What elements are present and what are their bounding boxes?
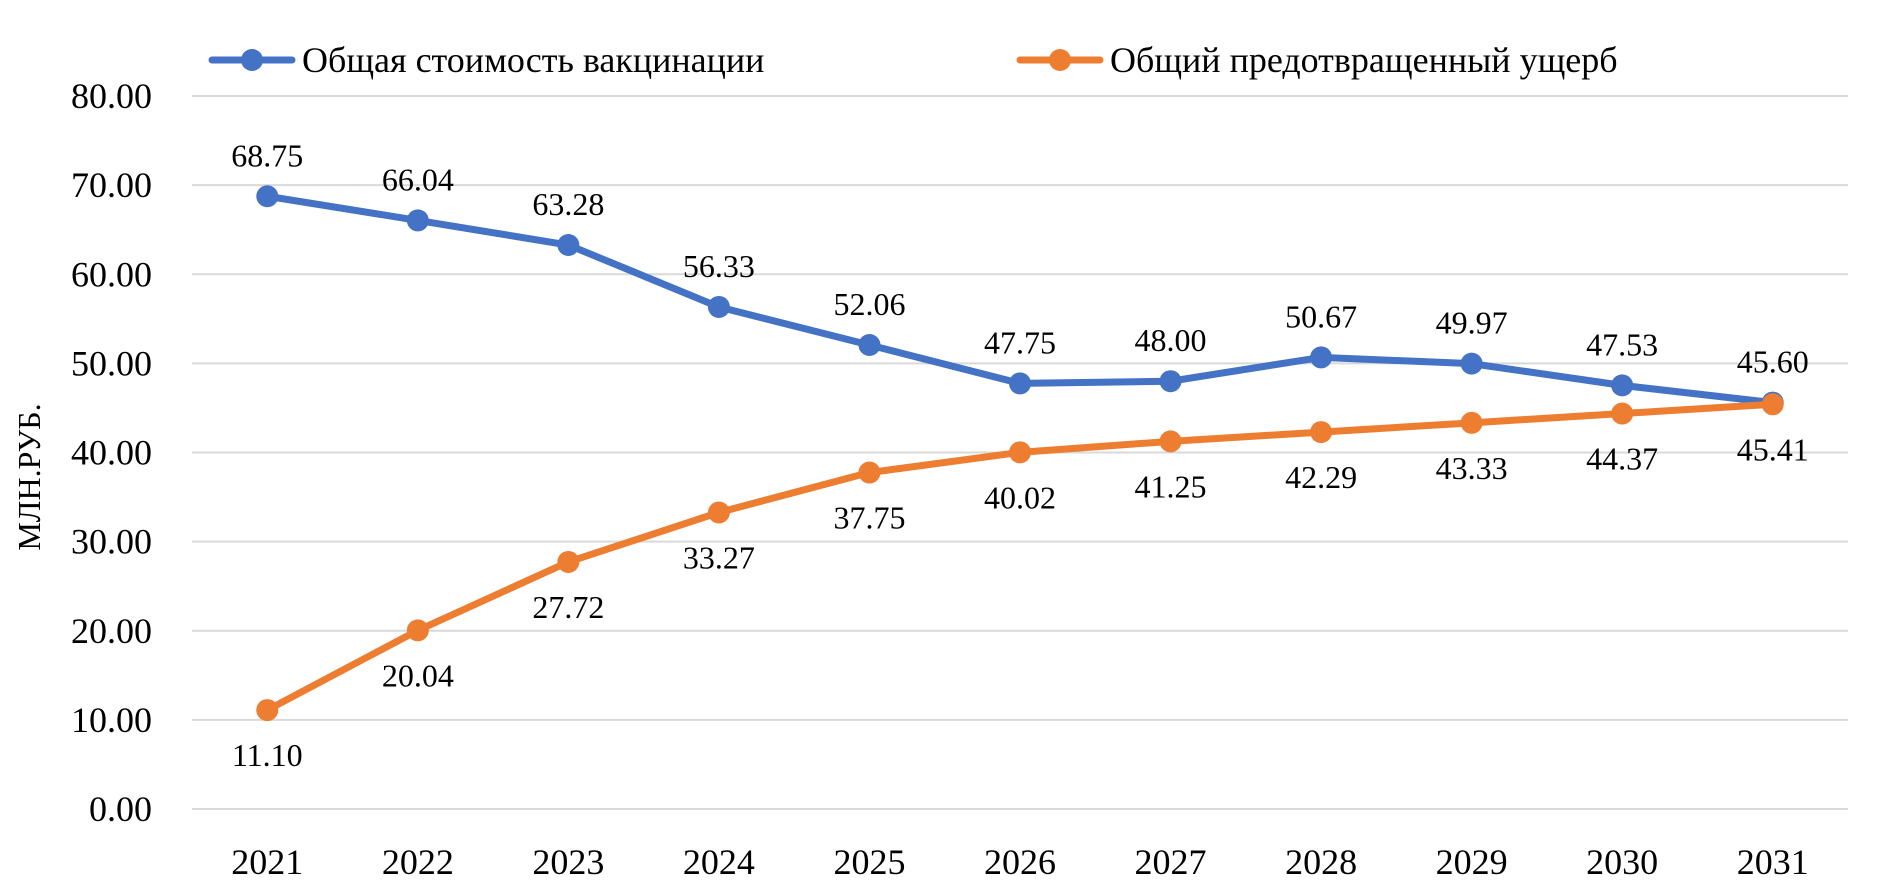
- data-label: 45.60: [1737, 344, 1809, 380]
- data-label: 63.28: [532, 186, 604, 222]
- y-axis: 0.00 10.00 20.00 30.00 40.00 50.00 60.00 70.00 8…: [71, 76, 152, 829]
- data-point: [557, 550, 580, 573]
- x-tick-label: 2022: [382, 842, 454, 882]
- data-label: 11.10: [232, 737, 303, 773]
- data-label: 20.04: [382, 657, 454, 693]
- x-tick-label: 2021: [231, 842, 303, 882]
- data-point: [1460, 411, 1483, 434]
- y-tick-label: 30.00: [71, 522, 152, 562]
- x-tick-label: 2024: [683, 842, 755, 882]
- series-2: 11.10 20.04 27.72 33.27 37.75 40.02 41.25 42.29…: [232, 393, 1809, 773]
- legend-label: Общий предотвращенный ущерб: [1110, 40, 1618, 80]
- y-tick-label: 40.00: [71, 433, 152, 473]
- data-label: 43.33: [1436, 450, 1508, 486]
- data-label: 45.41: [1737, 431, 1809, 467]
- x-tick-label: 2023: [532, 842, 604, 882]
- data-point: [1460, 352, 1483, 375]
- data-label: 48.00: [1135, 322, 1207, 358]
- x-tick-label: 2029: [1436, 842, 1508, 882]
- y-axis-title: МЛН.РУБ.: [11, 403, 47, 550]
- x-tick-label: 2026: [984, 842, 1056, 882]
- x-tick-label: 2028: [1285, 842, 1357, 882]
- data-point: [858, 334, 881, 357]
- data-label: 40.02: [984, 479, 1056, 515]
- data-point: [256, 699, 279, 722]
- data-point: [1159, 430, 1182, 453]
- series: 68.75 66.04 63.28 56.33 52.06 47.75 48.00 50.67…: [231, 137, 1808, 773]
- data-point: [406, 209, 429, 232]
- data-label: 47.75: [984, 324, 1056, 360]
- y-tick-label: 10.00: [71, 700, 152, 740]
- data-label: 56.33: [683, 248, 755, 284]
- x-tick-label: 2025: [833, 842, 905, 882]
- data-label: 66.04: [382, 161, 454, 197]
- data-label: 42.29: [1285, 459, 1357, 495]
- data-point: [1310, 346, 1333, 369]
- data-point: [406, 619, 429, 642]
- data-label: 68.75: [231, 137, 303, 173]
- data-label: 50.67: [1285, 298, 1357, 334]
- data-point: [1611, 374, 1634, 397]
- y-tick-label: 70.00: [71, 165, 152, 205]
- data-point: [557, 234, 580, 257]
- y-tick-label: 60.00: [71, 254, 152, 294]
- x-tick-label: 2031: [1737, 842, 1809, 882]
- data-point: [256, 185, 279, 208]
- y-tick-label: 0.00: [89, 789, 152, 829]
- legend-label: Общая стоимость вакцинации: [302, 40, 764, 80]
- data-point: [1009, 441, 1031, 464]
- y-tick-label: 20.00: [71, 611, 152, 651]
- data-point: [1611, 402, 1634, 425]
- data-label: 47.53: [1586, 326, 1658, 362]
- data-label: 52.06: [833, 286, 905, 322]
- series-1: 68.75 66.04 63.28 56.33 52.06 47.75 48.00 50.67…: [231, 137, 1809, 414]
- data-label: 49.97: [1436, 305, 1508, 341]
- series-line: [263, 192, 1777, 407]
- legend-marker: [1049, 49, 1071, 71]
- data-point: [707, 295, 730, 318]
- data-label: 41.25: [1135, 468, 1207, 504]
- data-label: 44.37: [1586, 441, 1658, 477]
- y-tick-label: 50.00: [71, 343, 152, 383]
- data-label: 27.72: [532, 589, 604, 625]
- x-axis: 2021 2022 2023 2024 2025 2026 2027 2028 2029 2030…: [231, 842, 1808, 882]
- legend-item: Общий предотвращенный ущерб: [1016, 40, 1618, 80]
- legend: Общая стоимость вакцинации Общий предотвр…: [208, 40, 1618, 80]
- data-label: 37.75: [833, 500, 905, 536]
- y-tick-label: 80.00: [71, 76, 152, 116]
- data-point: [1159, 370, 1182, 393]
- data-point: [707, 501, 730, 524]
- data-point: [858, 461, 881, 484]
- x-tick-label: 2027: [1135, 842, 1207, 882]
- data-point: [1009, 372, 1031, 395]
- legend-marker: [241, 49, 263, 71]
- data-point: [1310, 421, 1333, 444]
- x-tick-label: 2030: [1586, 842, 1658, 882]
- data-label: 33.27: [683, 539, 755, 575]
- data-point: [1761, 393, 1784, 416]
- legend-item: Общая стоимость вакцинации: [208, 40, 764, 80]
